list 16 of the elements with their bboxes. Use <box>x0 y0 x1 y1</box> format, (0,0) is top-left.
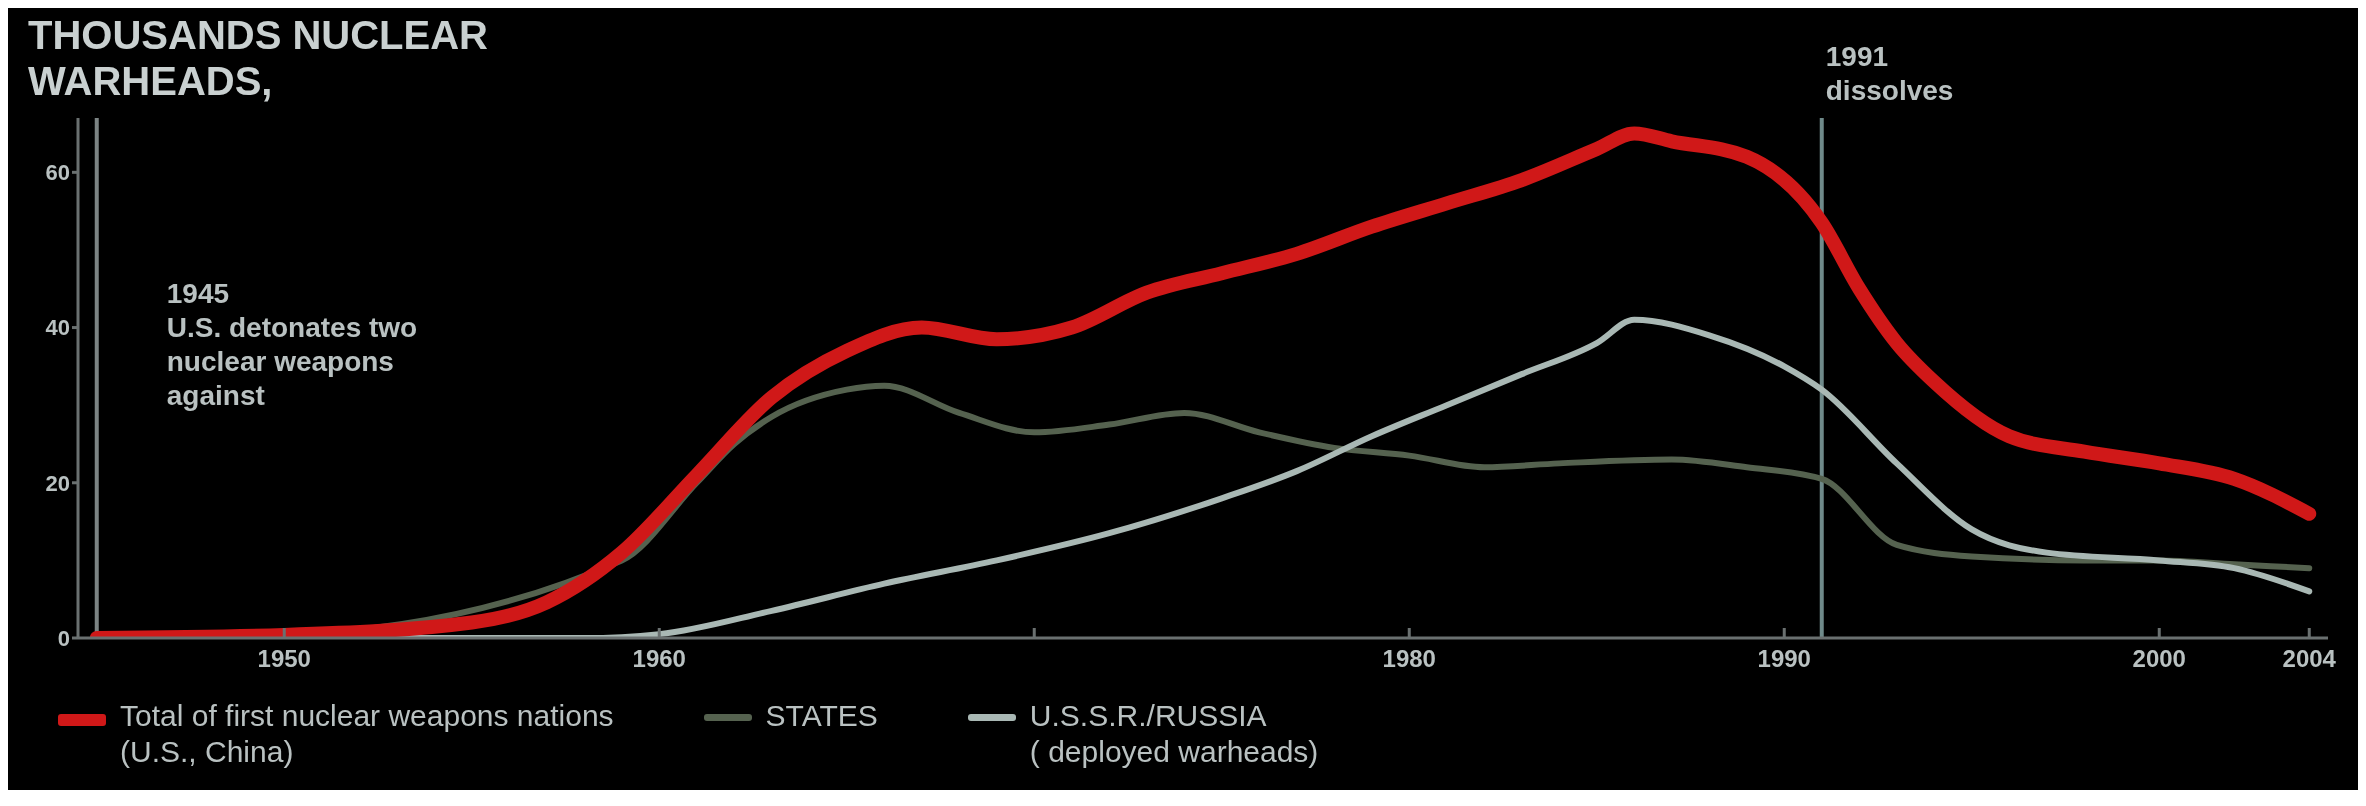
x-tick-label: 2000 <box>2132 645 2186 673</box>
x-tick-label: 1980 <box>1382 645 1436 673</box>
legend-label: U.S.S.R./RUSSIA ( deployed warheads) <box>1029 698 1319 770</box>
x-tick-label: 2004 <box>2282 645 2337 673</box>
y-tick-label: 60 <box>45 160 70 186</box>
ref-line-label: 1945 U.S. detonates two nuclear weapons against <box>166 278 418 411</box>
y-tick-label: 0 <box>57 625 70 651</box>
x-tick-label: 1960 <box>632 645 686 673</box>
ref-line-label: 1991 dissolves <box>1825 41 1954 106</box>
legend-label: Total of first nuclear weapons nations (U.S., China) <box>120 698 614 770</box>
x-tick-label: 1950 <box>257 645 311 673</box>
x-tick-label: 1990 <box>1757 645 1811 673</box>
y-tick-label: 40 <box>45 315 70 341</box>
chart-title: THOUSANDS NUCLEAR WARHEADS, <box>28 12 488 104</box>
legend-label: STATES <box>765 698 878 734</box>
y-tick-label: 20 <box>45 470 70 496</box>
